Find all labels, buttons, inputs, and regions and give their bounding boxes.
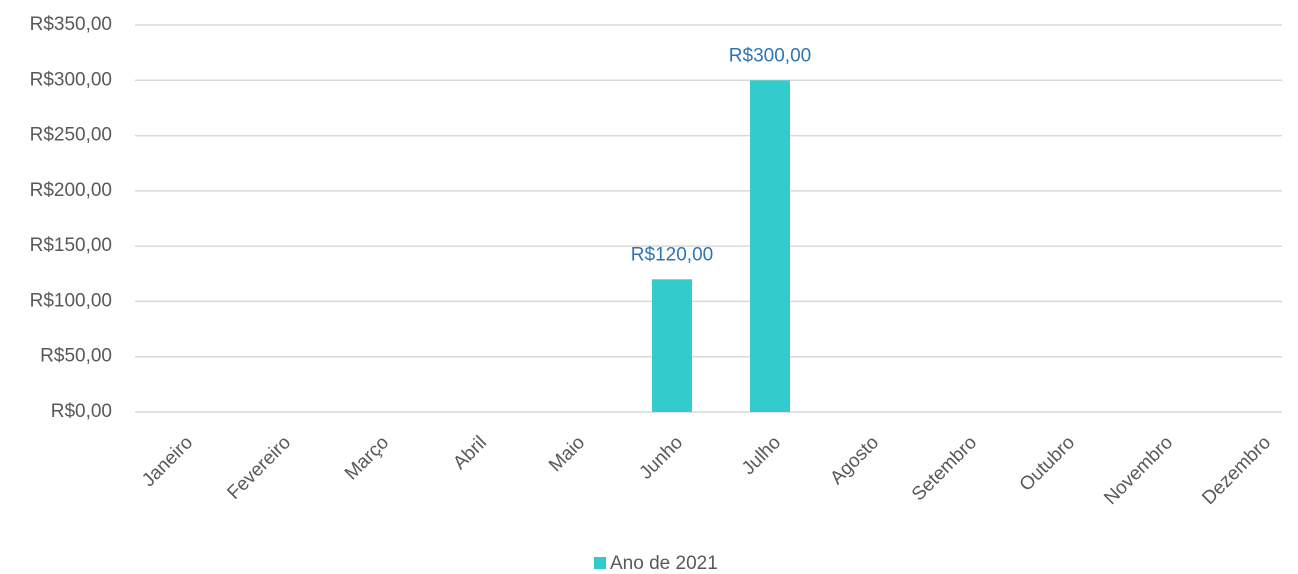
y-tick-label: R$200,00 xyxy=(30,180,112,201)
legend-swatch xyxy=(594,557,606,569)
x-tick-label: Janeiro xyxy=(138,432,197,491)
bar xyxy=(750,80,790,413)
x-tick-label: Abril xyxy=(449,432,491,474)
x-tick-label: Maio xyxy=(545,432,589,476)
x-tick-label: Dezembro xyxy=(1198,432,1275,509)
y-tick-label: R$0,00 xyxy=(51,401,112,422)
y-tick-label: R$300,00 xyxy=(30,69,112,90)
y-tick-label: R$350,00 xyxy=(30,14,112,35)
x-tick-label: Setembro xyxy=(908,432,981,505)
x-tick-label: Julho xyxy=(738,432,785,479)
y-tick-label: R$50,00 xyxy=(40,346,112,367)
x-tick-label: Novembro xyxy=(1100,432,1177,509)
x-tick-label: Agosto xyxy=(826,432,883,489)
x-tick-label: Junho xyxy=(636,432,687,483)
x-tick-label: Março xyxy=(341,432,393,484)
x-tick-label: Outubro xyxy=(1016,432,1079,495)
y-tick-label: R$250,00 xyxy=(30,125,112,146)
legend-label: Ano de 2021 xyxy=(610,553,718,574)
x-tick-label: Fevereiro xyxy=(223,432,295,504)
data-label: R$120,00 xyxy=(631,244,713,265)
y-tick-label: R$150,00 xyxy=(30,235,112,256)
y-tick-label: R$100,00 xyxy=(30,290,112,311)
bar xyxy=(652,279,692,412)
data-label: R$300,00 xyxy=(729,45,811,66)
